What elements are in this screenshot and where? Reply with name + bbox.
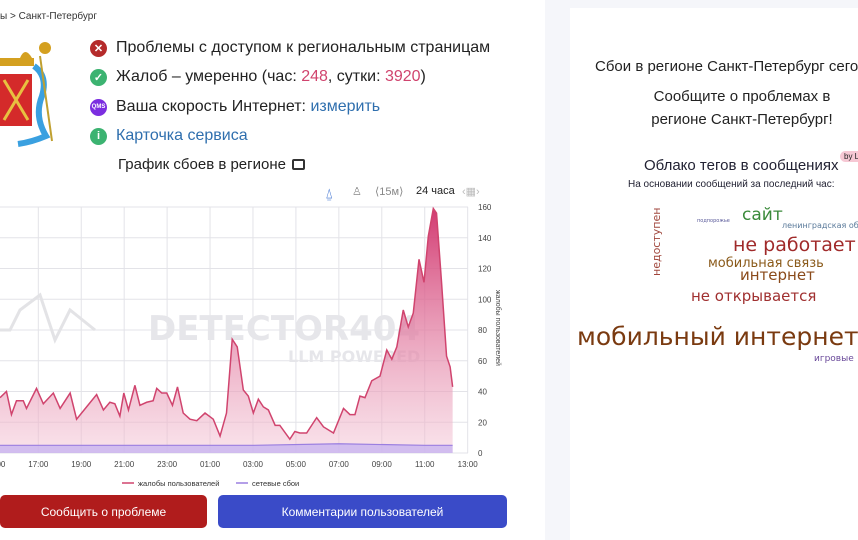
tag-cloud-subtitle: На основании сообщений за последний час: xyxy=(628,179,835,190)
x-tick-label: 17:00 xyxy=(28,460,49,469)
y-tick-label: 60 xyxy=(478,357,487,366)
tag[interactable]: подпорожье xyxy=(697,218,730,224)
qms-icon: QMS xyxy=(90,98,107,116)
x-tick-label: 11:00 xyxy=(415,460,435,469)
x-tick-label: 03:00 xyxy=(243,460,264,469)
measure-speed-link[interactable]: измерить xyxy=(310,98,381,115)
status-speed: QMS Ваша скорость Интернет: измерить xyxy=(90,98,380,116)
user-comments-button[interactable]: Комментарии пользователей xyxy=(218,495,507,528)
calendar-icon[interactable]: ‹▦› xyxy=(462,186,480,198)
check-icon: ✓ xyxy=(90,68,107,86)
tag[interactable]: мобильный интернет xyxy=(577,322,858,351)
tag[interactable]: не работает xyxy=(733,234,856,256)
status-complaints: ✓ Жалоб – умеренно (час: 248, сутки: 392… xyxy=(90,68,426,86)
y-tick-label: 0 xyxy=(478,449,483,458)
x-tick-label: 19:00 xyxy=(71,460,92,469)
y-tick-label: 40 xyxy=(478,388,487,397)
watermark-logo-icon xyxy=(0,292,96,344)
legend-complaints: жалобы пользователей xyxy=(138,479,219,488)
complaints-area xyxy=(0,208,453,453)
cloud-badge: by L xyxy=(840,151,858,162)
tag[interactable]: сайт xyxy=(742,205,783,225)
interval-selector[interactable]: ⟨15м⟩ xyxy=(375,186,404,198)
tag[interactable]: не открывается xyxy=(691,287,817,305)
x-tick-label: 21:00 xyxy=(114,460,135,469)
x-tick-label: 01:00 xyxy=(200,460,221,469)
period-selector[interactable]: 24 часа xyxy=(416,185,455,197)
breadcrumb[interactable]: ы > Санкт-Петербург xyxy=(0,11,98,22)
outages-line xyxy=(0,443,453,446)
outage-chart: 0 20 40 60 80 100 120 140 160 15:00 17:00 19:00 21:0… xyxy=(0,203,502,488)
x-tick-label: 09:00 xyxy=(372,460,393,469)
tag[interactable]: недоступен xyxy=(650,207,663,276)
complaints-line xyxy=(0,206,454,441)
status-card: i Карточка сервиса xyxy=(90,127,248,145)
info-icon: i xyxy=(90,127,107,145)
report-line-2: регионе Санкт-Петербург! xyxy=(651,111,833,128)
y-tick-label: 20 xyxy=(478,418,487,427)
x-tick-label: 07:00 xyxy=(329,460,350,469)
tag[interactable]: ленинградская об xyxy=(782,221,858,230)
y-tick-label: 100 xyxy=(478,295,492,304)
report-problem-button[interactable]: Сообщить о проблеме xyxy=(0,495,207,528)
service-card-link[interactable]: Карточка сервиса xyxy=(116,127,248,144)
side-panel xyxy=(570,8,858,540)
legend-outages: сетевые сбои xyxy=(252,479,299,488)
user-icon[interactable]: ♙ xyxy=(352,186,362,198)
y-tick-label: 140 xyxy=(478,234,492,243)
error-icon: ✕ xyxy=(90,39,107,57)
monitor-icon[interactable] xyxy=(291,159,305,170)
tag-cloud-title: Облако тегов в сообщениях xyxy=(644,157,839,174)
y-axis-label: жалобы пользователей xyxy=(494,290,502,366)
tag[interactable]: мобильная связь xyxy=(708,256,824,271)
x-tick-label: 05:00 xyxy=(286,460,307,469)
watermark: DETECTOR404 xyxy=(148,309,420,349)
report-line-1: Сообщите о проблемах в xyxy=(653,88,831,105)
y-tick-label: 80 xyxy=(478,326,487,335)
status-complaints-text: Жалоб – умеренно (час: 248, сутки: 3920) xyxy=(116,68,426,85)
outages-area xyxy=(0,443,453,453)
x-tick-label: 15:00 xyxy=(0,460,6,469)
x-tick-label: 13:00 xyxy=(458,460,479,469)
status-access-text: Проблемы с доступом к региональным стран… xyxy=(116,39,491,56)
y-tick-label: 160 xyxy=(478,203,492,212)
speed-label: Ваша скорость Интернет: измерить xyxy=(116,98,381,115)
status-access: ✕ Проблемы с доступом к региональным стр… xyxy=(90,39,490,57)
y-tick-label: 120 xyxy=(478,265,492,274)
x-tick-label: 23:00 xyxy=(157,460,178,469)
tag[interactable]: игровые xyxy=(814,354,854,364)
area-mode-icon[interactable]: ⍙ xyxy=(325,185,334,201)
coat-of-arms-icon xyxy=(0,42,53,147)
chart-title: График сбоев в регионе xyxy=(118,156,305,173)
tag[interactable]: интернет xyxy=(740,266,815,284)
outages-title: Сбои в регионе Санкт-Петербург сегод xyxy=(595,58,858,75)
